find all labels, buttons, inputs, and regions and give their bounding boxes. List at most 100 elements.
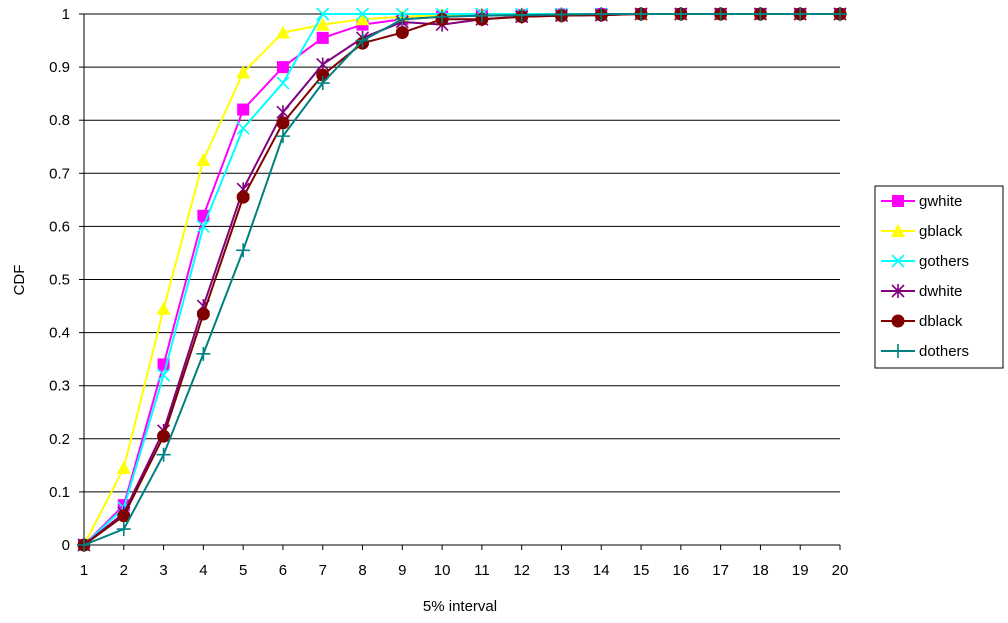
y-tick-label: 0 xyxy=(62,537,70,554)
x-tick-label: 16 xyxy=(672,562,689,579)
data-point-dothers xyxy=(474,8,489,23)
y-tick-label: 0.1 xyxy=(49,484,70,501)
legend-label: dothers xyxy=(919,343,969,360)
data-point-gwhite xyxy=(316,31,329,44)
data-point-gothers xyxy=(276,76,290,90)
x-tick-label: 17 xyxy=(712,562,729,579)
legend-marker-dothers xyxy=(891,344,905,358)
data-point-gblack xyxy=(116,461,131,475)
data-point-dblack xyxy=(395,26,409,40)
legend-marker-dwhite xyxy=(891,284,905,298)
x-tick-label: 12 xyxy=(513,562,530,579)
data-point-dblack xyxy=(196,307,210,321)
data-point-dothers xyxy=(156,447,171,462)
data-point-gblack xyxy=(315,17,330,31)
legend-label: gblack xyxy=(919,223,963,240)
data-point-dothers xyxy=(634,7,649,21)
data-point-dblack xyxy=(117,509,131,523)
data-point-gblack xyxy=(355,12,370,26)
y-tick-label: 0.7 xyxy=(49,165,70,182)
x-tick-label: 1 xyxy=(80,562,88,579)
x-axis-title: 5% interval xyxy=(423,598,497,615)
x-tick-label: 9 xyxy=(398,562,406,579)
legend-item-gwhite: gwhite xyxy=(881,193,962,210)
legend-item-dblack: dblack xyxy=(881,313,963,330)
data-point-dothers xyxy=(673,7,688,21)
x-tick-label: 4 xyxy=(199,562,207,579)
legend-item-dwhite: dwhite xyxy=(881,283,962,300)
y-tick-label: 0.5 xyxy=(49,272,70,289)
data-point-dothers xyxy=(275,129,290,144)
y-tick-label: 0.2 xyxy=(49,431,70,448)
legend-label: gothers xyxy=(919,253,969,270)
series-lines xyxy=(77,7,847,552)
x-tick-label: 8 xyxy=(358,562,366,579)
data-point-gblack xyxy=(275,25,290,39)
x-tick-label: 15 xyxy=(633,562,650,579)
x-tick-label: 20 xyxy=(832,562,849,579)
data-point-dothers xyxy=(713,7,728,21)
y-tick-label: 0.4 xyxy=(49,325,70,342)
data-point-gothers xyxy=(316,7,330,21)
legend-marker-gwhite xyxy=(892,195,904,207)
data-point-dothers xyxy=(77,538,91,552)
x-tick-label: 10 xyxy=(434,562,451,579)
data-point-dothers xyxy=(594,7,609,21)
data-point-dblack xyxy=(236,190,250,204)
data-point-dothers xyxy=(236,243,251,258)
data-point-gblack xyxy=(196,153,211,167)
data-point-dothers xyxy=(395,12,410,27)
x-tick-label: 2 xyxy=(120,562,128,579)
data-point-dothers xyxy=(793,7,808,21)
x-tick-label: 18 xyxy=(752,562,769,579)
data-point-dblack xyxy=(157,429,171,443)
legend-item-dothers: dothers xyxy=(881,343,969,360)
x-tick-label: 14 xyxy=(593,562,610,579)
legend-label: dblack xyxy=(919,313,963,330)
y-tick-label: 0.9 xyxy=(49,59,70,76)
data-point-dothers xyxy=(355,33,370,48)
data-point-gwhite xyxy=(276,61,289,74)
data-point-gothers xyxy=(196,219,210,233)
data-point-dothers xyxy=(554,7,569,22)
data-point-gwhite xyxy=(237,103,250,116)
legend-marker-dblack xyxy=(891,314,905,328)
y-axis-title: CDF xyxy=(11,265,28,296)
data-point-gblack xyxy=(236,65,251,79)
data-point-gothers xyxy=(157,368,171,382)
data-point-dothers xyxy=(116,522,131,537)
x-tick-label: 19 xyxy=(792,562,809,579)
legend-item-gblack: gblack xyxy=(881,223,963,240)
legend-item-gothers: gothers xyxy=(881,253,969,270)
data-point-dothers xyxy=(753,7,768,21)
y-tick-label: 1 xyxy=(62,6,70,23)
x-tick-label: 5 xyxy=(239,562,247,579)
x-tick-label: 7 xyxy=(319,562,327,579)
data-point-dothers xyxy=(435,9,450,24)
data-point-gothers xyxy=(355,7,370,21)
x-tick-label: 6 xyxy=(279,562,287,579)
data-point-dothers xyxy=(833,7,847,21)
x-tick-label: 13 xyxy=(553,562,570,579)
legend-label: gwhite xyxy=(919,193,962,210)
legend-marker-gblack xyxy=(891,224,905,237)
legend-marker-gothers xyxy=(891,254,905,268)
y-tick-label: 0.3 xyxy=(49,378,70,395)
data-point-gblack xyxy=(156,301,171,315)
x-tick-label: 11 xyxy=(474,562,490,579)
axes xyxy=(79,13,841,550)
legend-box xyxy=(874,185,1004,369)
data-point-dothers xyxy=(514,8,529,23)
legend-label: dwhite xyxy=(919,283,962,300)
data-point-dothers xyxy=(315,76,330,91)
data-point-dblack xyxy=(276,116,290,130)
series-dothers xyxy=(77,7,847,552)
legend: gwhite gblack gothers dwhite dblack dothers xyxy=(874,185,1004,369)
data-point-gothers xyxy=(236,121,250,135)
tick-labels: 00.10.20.30.40.50.60.70.80.911 2 3 4 5 6 7 8 9 10… xyxy=(49,6,848,579)
y-tick-label: 0.8 xyxy=(49,112,70,129)
data-point-dothers xyxy=(196,346,211,361)
x-tick-label: 3 xyxy=(159,562,167,579)
gridlines xyxy=(84,13,840,493)
